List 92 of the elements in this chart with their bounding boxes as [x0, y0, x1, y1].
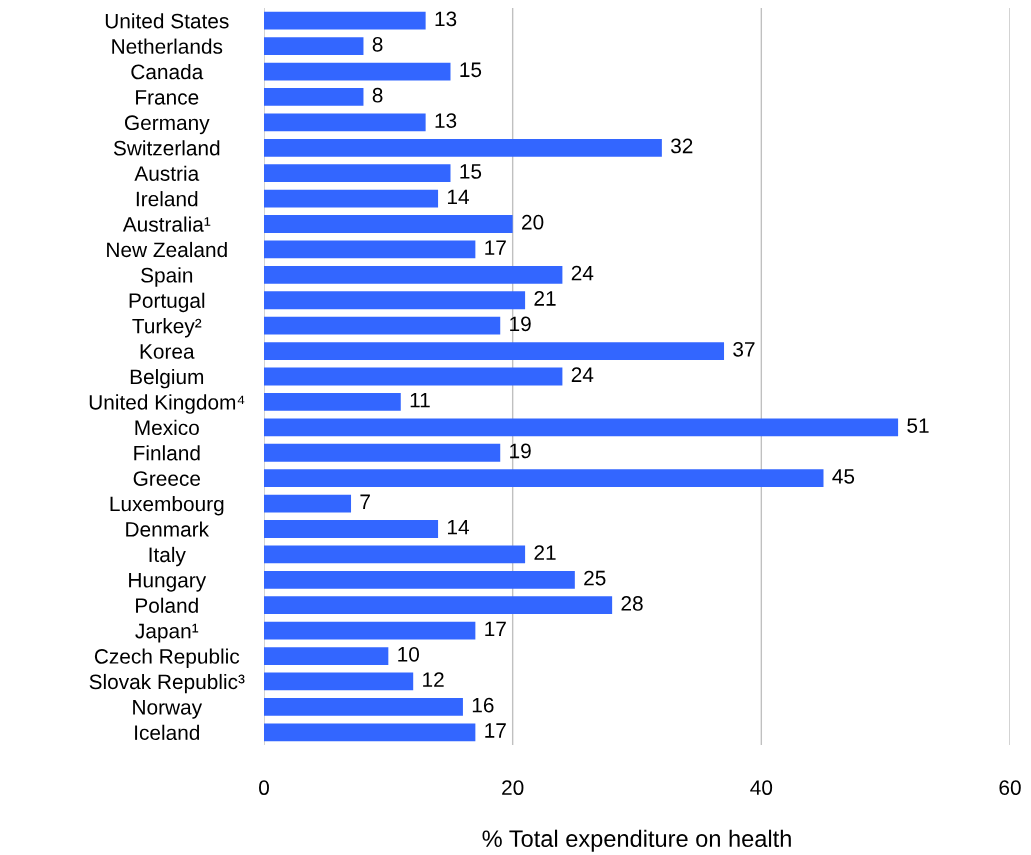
data-label: 15 [460, 62, 482, 78]
data-label: 15 [460, 164, 482, 179]
data-label: 14 [447, 189, 469, 204]
x-axis-title: % Total expenditure on health [482, 829, 791, 852]
data-label: 16 [472, 697, 494, 713]
bar [264, 316, 501, 335]
y-tick-label: Belgium [130, 368, 204, 389]
bar [264, 342, 725, 360]
data-label: 17 [485, 240, 506, 255]
bar [264, 37, 364, 56]
bar [264, 570, 575, 589]
bar [264, 164, 451, 183]
data-label: 25 [584, 570, 606, 586]
data-label: 17 [485, 621, 506, 637]
x-tick-label: 60 [999, 780, 1021, 796]
bar [264, 469, 824, 488]
x-tick-label: 0 [259, 780, 269, 796]
y-tick-label: New Zealand [107, 241, 227, 258]
y-tick-label: Slovak Republic³ [89, 673, 245, 694]
bar [264, 520, 439, 538]
data-label: 24 [571, 265, 594, 281]
data-label: 45 [832, 469, 855, 484]
data-label: 19 [510, 316, 531, 332]
bar [264, 11, 426, 30]
y-tick-label: Spain [141, 267, 193, 287]
bar [264, 723, 476, 742]
bar [264, 621, 476, 640]
y-tick-label: Austria [134, 165, 200, 181]
data-label: 13 [435, 11, 457, 27]
x-tick-label: 40 [750, 780, 773, 796]
y-tick-label: United States [105, 13, 229, 29]
data-label: 8 [372, 36, 383, 52]
y-tick-label: France [136, 90, 199, 105]
y-tick-label: Iceland [135, 724, 200, 741]
data-label: 8 [372, 87, 383, 103]
data-label: 13 [435, 113, 457, 128]
bar [264, 62, 451, 81]
bar [264, 88, 364, 106]
data-label: 24 [571, 367, 594, 382]
bar [264, 494, 352, 513]
data-label: 51 [907, 418, 929, 433]
bar [264, 240, 476, 259]
y-tick-label: Finland [134, 445, 200, 461]
data-label: 11 [410, 392, 430, 408]
data-label: 21 [534, 291, 556, 306]
bar [264, 265, 563, 284]
y-tick-label: Japan¹ [135, 623, 199, 643]
bar [264, 215, 513, 233]
bar [264, 672, 414, 691]
y-tick-label: Norway [133, 700, 203, 719]
bar [264, 545, 526, 564]
data-label: 12 [423, 672, 444, 687]
y-tick-label: Netherlands [112, 38, 223, 54]
data-label: 7 [360, 494, 370, 509]
y-tick-label: Portugal [129, 292, 205, 313]
data-label: 19 [510, 443, 531, 459]
y-tick-label: Denmark [126, 521, 210, 537]
bar [264, 647, 389, 665]
y-tick-label: Canada [131, 63, 204, 80]
y-tick-label: Ireland [136, 191, 198, 207]
bar [264, 697, 463, 716]
bar [264, 113, 426, 132]
x-tick-label: 20 [502, 780, 524, 796]
data-label: 37 [733, 341, 755, 357]
data-label: 14 [447, 520, 469, 535]
bar [264, 443, 501, 462]
y-tick-label: Czech Republic [94, 648, 240, 668]
y-tick-label: Poland [136, 597, 198, 613]
data-label: 28 [621, 596, 643, 611]
y-tick-label: Italy [149, 546, 186, 567]
bar [264, 367, 563, 386]
y-tick-label: Korea [140, 344, 195, 359]
y-tick-label: Mexico [135, 419, 199, 436]
data-label: 20 [522, 214, 544, 230]
y-tick-label: Germany [124, 115, 210, 135]
bar [264, 418, 899, 437]
bar [264, 596, 613, 615]
y-tick-label: Hungary [129, 573, 207, 592]
bar [264, 393, 401, 411]
data-label: 32 [670, 138, 693, 154]
y-tick-label: Luxembourg [110, 496, 224, 516]
data-label: 10 [398, 646, 420, 662]
bar [264, 138, 662, 157]
data-label: 17 [485, 723, 506, 738]
y-tick-label: Greece [133, 471, 201, 486]
bar [264, 189, 439, 208]
y-tick-label: United Kingdom⁴ [89, 394, 245, 414]
y-tick-label: Turkey² [132, 318, 202, 338]
bar [264, 291, 526, 310]
y-tick-label: Switzerland [113, 140, 220, 156]
y-tick-label: Australia¹ [122, 216, 211, 232]
data-label: 21 [534, 545, 556, 560]
